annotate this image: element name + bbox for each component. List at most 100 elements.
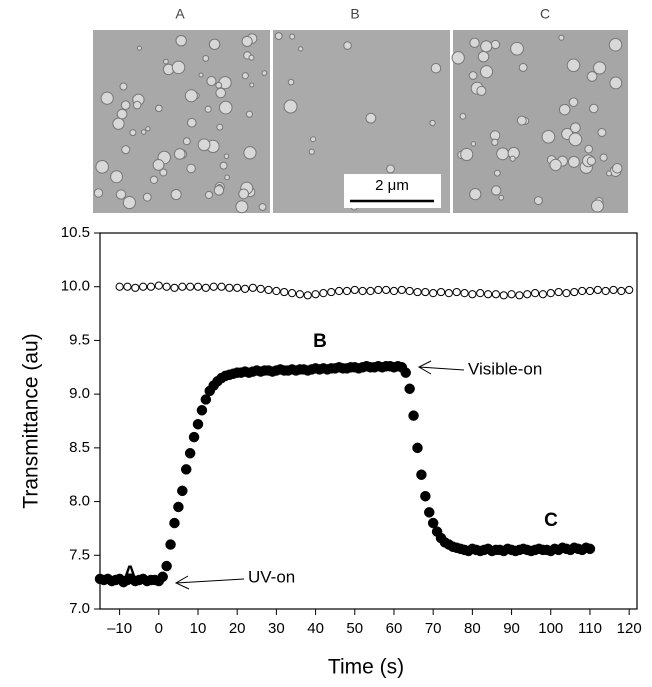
panel-label: C <box>540 6 550 22</box>
particle <box>568 132 583 147</box>
data-point <box>165 539 176 550</box>
annotation: Visible-on <box>468 359 542 378</box>
particle <box>493 169 501 177</box>
particle <box>198 72 204 78</box>
particle <box>469 187 482 201</box>
x-tick-label: –10 <box>107 620 132 637</box>
particle <box>215 81 223 89</box>
particle <box>243 146 257 160</box>
particle <box>612 163 623 174</box>
x-tick-label: 30 <box>268 620 285 637</box>
particle <box>155 104 163 113</box>
particle <box>584 144 594 154</box>
particle <box>120 100 131 110</box>
data-point <box>483 290 493 299</box>
data-point <box>201 283 210 292</box>
particle <box>145 126 151 132</box>
particle <box>459 112 467 120</box>
data-point <box>546 289 555 298</box>
annotation: B <box>313 331 327 352</box>
data-point <box>342 286 352 296</box>
data-point <box>507 290 516 299</box>
data-point <box>162 282 171 291</box>
particle <box>216 123 224 131</box>
particle <box>129 129 137 137</box>
particle <box>491 185 502 196</box>
data-point <box>303 291 312 300</box>
x-tick-label: 110 <box>578 620 602 637</box>
particle <box>541 129 556 144</box>
data-point <box>609 285 618 295</box>
particle <box>283 99 298 114</box>
particle <box>175 34 187 47</box>
data-point <box>429 289 438 298</box>
data-point <box>366 286 375 296</box>
particle <box>343 41 352 50</box>
data-point <box>295 290 305 299</box>
x-tick-label: 20 <box>229 620 246 637</box>
data-point <box>499 291 508 300</box>
particle <box>224 174 230 181</box>
micrographs: A B C <box>93 6 628 214</box>
particle <box>186 163 196 174</box>
particle <box>208 38 221 51</box>
arrows <box>174 360 465 590</box>
particle <box>597 127 607 137</box>
particle <box>184 89 198 103</box>
data-point <box>476 289 485 298</box>
particle <box>223 153 230 159</box>
data-point <box>460 289 469 298</box>
particle <box>274 32 283 40</box>
data-point <box>436 287 446 297</box>
x-tick-label: 10 <box>190 620 207 637</box>
data-point <box>264 285 273 295</box>
data-point <box>538 290 548 299</box>
particle <box>238 188 250 200</box>
data-point <box>123 282 132 291</box>
data-point <box>554 287 563 297</box>
data-point <box>397 285 406 295</box>
y-axis-title: Transmittance (au) <box>20 333 43 508</box>
data-point <box>420 490 431 502</box>
particle <box>159 168 168 177</box>
particle <box>95 160 110 174</box>
data-point <box>405 286 414 296</box>
y-tick-label: 8.5 <box>69 439 90 456</box>
data-point <box>382 285 391 295</box>
x-tick-label: 100 <box>538 620 563 637</box>
data-point <box>225 283 234 292</box>
particle <box>197 138 211 152</box>
data-point <box>327 287 336 297</box>
scale-bar: 2 μm <box>344 174 441 208</box>
data-point <box>358 286 367 296</box>
data-point <box>389 286 399 296</box>
particle <box>469 37 480 49</box>
data-point <box>311 290 320 299</box>
x-tick-label: 70 <box>425 620 442 637</box>
particle <box>568 97 579 107</box>
data-point <box>416 469 427 480</box>
particle <box>142 192 152 202</box>
data-point <box>408 410 419 421</box>
particle <box>365 112 377 124</box>
x-tick-label: 0 <box>155 620 163 637</box>
particle <box>429 119 436 127</box>
particle <box>516 115 527 126</box>
scale-bar-label: 2 μm <box>375 177 409 194</box>
particle <box>451 51 465 65</box>
particle <box>490 39 501 50</box>
arrow <box>417 360 465 375</box>
particle <box>140 129 147 135</box>
particle <box>289 33 296 40</box>
particle <box>241 72 249 80</box>
data-point <box>530 289 540 298</box>
particle <box>136 45 143 51</box>
data-point <box>188 431 200 443</box>
data-point <box>240 284 250 293</box>
data-point <box>427 517 439 529</box>
particle <box>171 60 186 75</box>
data-point <box>601 286 610 296</box>
particle <box>152 158 165 171</box>
x-tick-label: 120 <box>617 620 642 637</box>
